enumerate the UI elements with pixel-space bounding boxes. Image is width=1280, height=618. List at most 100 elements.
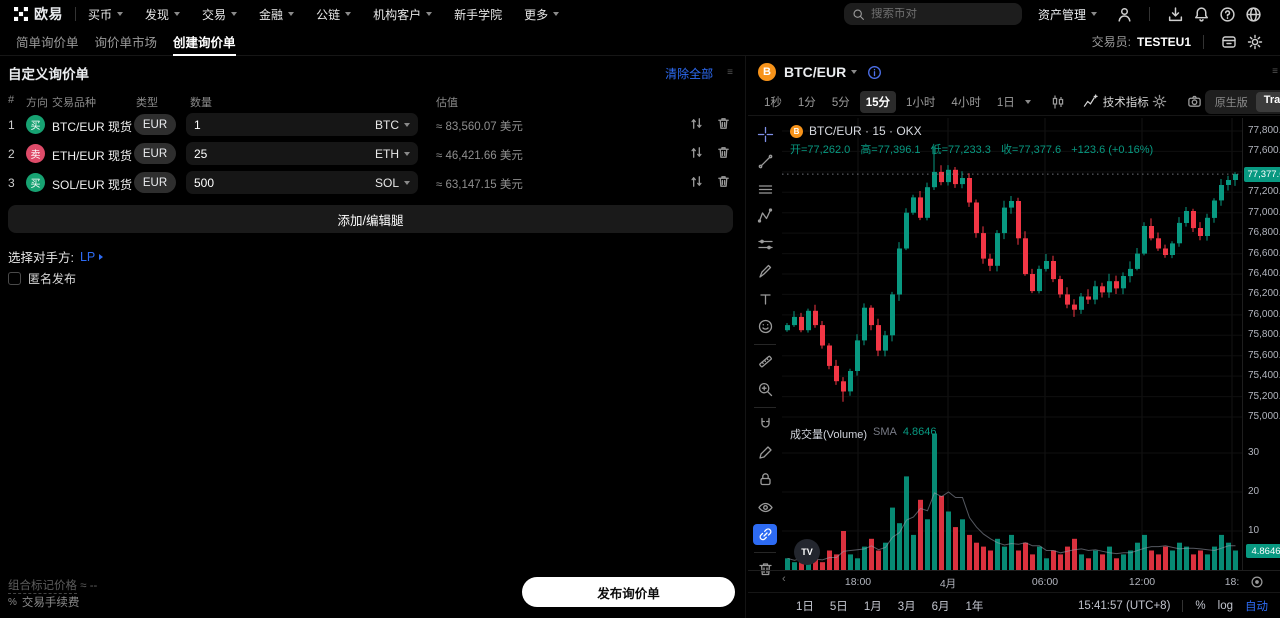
percent-scale-button[interactable]: %: [1195, 599, 1206, 612]
time-axis[interactable]: ‹ 18:00 4月 06:00 12:00 18:: [748, 570, 1280, 592]
text-tool[interactable]: [753, 289, 777, 309]
search-input[interactable]: [870, 8, 1001, 20]
scroll-left-arrow[interactable]: ‹: [782, 573, 786, 585]
unit-select[interactable]: BTC: [375, 118, 410, 132]
currency-pill[interactable]: EUR: [134, 114, 176, 135]
indicators-button[interactable]: 技术指标: [1083, 94, 1149, 110]
price-chart[interactable]: [782, 118, 1242, 570]
language-button[interactable]: [1240, 3, 1266, 25]
chevron-right-icon[interactable]: ›: [114, 175, 118, 189]
chevron-right-icon[interactable]: ›: [114, 117, 118, 131]
range-1日[interactable]: 1日: [796, 600, 814, 613]
top-navigation: 欧易 买币 发现 交易 金融 公链 机构客户 新手学院 更多 资产管理: [0, 0, 1280, 28]
instrument-link[interactable]: BTC/EUR 现货: [52, 120, 133, 134]
tab-询价单市场[interactable]: 询价单市场: [94, 36, 158, 50]
drawing-mode-tool[interactable]: [753, 442, 777, 462]
chevron-right-icon[interactable]: ›: [114, 146, 118, 160]
range-1年[interactable]: 1年: [965, 600, 984, 613]
zoom-in-tool[interactable]: [753, 379, 777, 399]
timeframe-15分[interactable]: 15分: [859, 90, 897, 113]
download-app-button[interactable]: [1162, 3, 1188, 25]
measure-tool[interactable]: [753, 352, 777, 372]
range-3月[interactable]: 3月: [897, 600, 916, 613]
amount-input[interactable]: 500 SOL: [186, 171, 418, 194]
menu-item-金融[interactable]: 金融: [259, 6, 295, 23]
menu-item-买币[interactable]: 买币: [88, 6, 124, 23]
swap-icon[interactable]: [689, 116, 704, 131]
anonymous-checkbox[interactable]: [8, 272, 21, 285]
okx-logo[interactable]: 欧易: [0, 4, 63, 24]
menu-item-交易[interactable]: 交易: [202, 6, 238, 23]
menu-item-新手学院[interactable]: 新手学院: [454, 6, 502, 23]
menu-item-公链[interactable]: 公链: [316, 6, 352, 23]
lock-drawings-tool[interactable]: [753, 469, 777, 489]
timeframe-1日[interactable]: 1日: [996, 96, 1015, 109]
trash-icon[interactable]: [716, 145, 731, 160]
unit-select[interactable]: ETH: [375, 147, 410, 161]
instrument-link[interactable]: ETH/EUR 现货: [52, 149, 133, 163]
clear-all-link[interactable]: 清除全部: [665, 66, 714, 81]
counterparty-link[interactable]: LP: [79, 249, 96, 264]
chevron-down-icon[interactable]: [851, 70, 858, 74]
trash-icon[interactable]: [716, 174, 731, 189]
tab-创建询价单[interactable]: 创建询价单: [173, 28, 236, 56]
log-scale-button[interactable]: log: [1217, 599, 1233, 612]
user-button[interactable]: [1111, 3, 1137, 25]
trash-icon[interactable]: [716, 116, 731, 131]
add-edit-legs-button[interactable]: 添加/编辑腿: [8, 205, 733, 233]
emoji-tool[interactable]: [753, 316, 777, 336]
menu-item-发现[interactable]: 发现: [145, 6, 181, 23]
timeframe-1秒[interactable]: 1秒: [764, 96, 782, 109]
position-tool[interactable]: [753, 234, 777, 254]
snapshot-button[interactable]: [1187, 94, 1202, 109]
amount-input[interactable]: 1 BTC: [186, 113, 418, 136]
brush-tool[interactable]: [753, 261, 777, 281]
tab-简单询价单[interactable]: 简单询价单: [16, 36, 79, 50]
candle-style-button[interactable]: [1050, 94, 1066, 110]
help-button[interactable]: [1214, 3, 1240, 25]
timeframe-1小时[interactable]: 1小时: [906, 96, 936, 109]
info-icon[interactable]: [867, 65, 882, 80]
indicator-settings-button[interactable]: [1152, 94, 1167, 109]
remove-drawings-tool[interactable]: [753, 560, 777, 580]
panel-resize-handle[interactable]: ≡: [727, 67, 733, 78]
history-button[interactable]: [1216, 31, 1242, 53]
toggle-native[interactable]: 原生版: [1214, 96, 1248, 109]
parallel-channel-tool[interactable]: [753, 179, 777, 199]
publish-rfq-button[interactable]: 发布询价单: [522, 577, 735, 607]
amount-input[interactable]: 25 ETH: [186, 142, 418, 165]
toggle-tradingview[interactable]: TradingView: [1255, 91, 1280, 112]
menu-item-更多[interactable]: 更多: [524, 6, 560, 23]
range-6月[interactable]: 6月: [931, 600, 950, 613]
crosshair-tool[interactable]: [753, 124, 777, 144]
timeframe-4小时[interactable]: 4小时: [951, 96, 981, 109]
range-1月[interactable]: 1月: [863, 600, 882, 613]
instrument-link[interactable]: SOL/EUR 现货: [52, 178, 133, 192]
search-box[interactable]: [843, 3, 1022, 25]
swap-icon[interactable]: [689, 145, 704, 160]
magnet-tool[interactable]: [753, 414, 777, 434]
unit-select[interactable]: SOL: [375, 176, 410, 190]
hide-drawings-tool[interactable]: [753, 497, 777, 517]
price-axis[interactable]: 77,800.0 77,600.0 77,200.0 77,000.0 76,800.0…: [1242, 118, 1280, 570]
archive-box-icon: [1222, 35, 1236, 48]
settings-button[interactable]: [1242, 31, 1268, 53]
range-5日[interactable]: 5日: [829, 600, 848, 613]
timeframe-1分[interactable]: 1分: [797, 96, 816, 109]
currency-pill[interactable]: EUR: [134, 143, 176, 164]
menu-item-机构客户[interactable]: 机构客户: [373, 6, 433, 23]
asset-management-menu[interactable]: 资产管理: [1038, 6, 1097, 23]
notifications-button[interactable]: [1188, 3, 1214, 25]
currency-pill[interactable]: EUR: [134, 172, 176, 193]
auto-scale-button[interactable]: 自动: [1245, 600, 1268, 613]
sync-drawings-tool[interactable]: [753, 524, 777, 545]
scroll-to-latest-icon[interactable]: [1250, 575, 1264, 589]
volume-label: 成交量(Volume): [790, 429, 868, 441]
chevron-down-icon[interactable]: [1024, 99, 1031, 104]
trendline-tool[interactable]: [753, 151, 777, 171]
timeframe-5分[interactable]: 5分: [831, 96, 850, 109]
swap-icon[interactable]: [689, 174, 704, 189]
chart-panel-handle[interactable]: ≡: [1272, 66, 1278, 77]
pattern-tool[interactable]: [753, 206, 777, 226]
